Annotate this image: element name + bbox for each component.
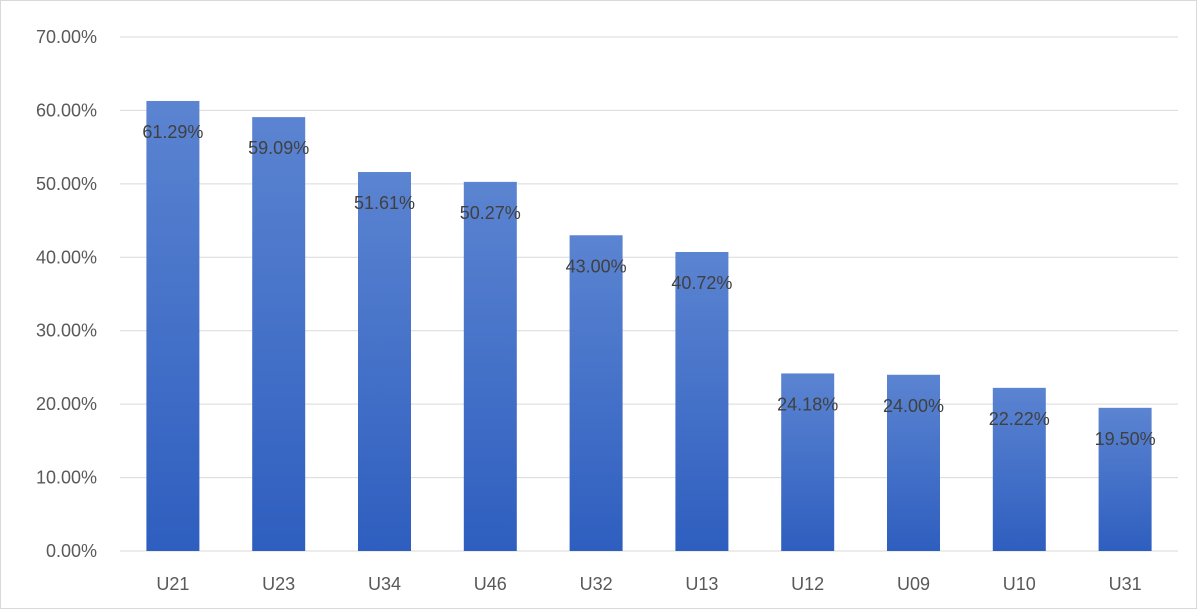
data-label: 59.09% (248, 138, 309, 158)
x-category-label: U12 (791, 574, 824, 594)
y-tick-label: 10.00% (36, 468, 97, 488)
bar-u21 (146, 100, 200, 551)
x-category-label: U21 (156, 574, 189, 594)
bar-u09 (887, 374, 940, 551)
x-category-label: U31 (1109, 574, 1142, 594)
x-category-label: U09 (897, 574, 930, 594)
bar-u12 (781, 373, 835, 551)
data-label: 51.61% (354, 193, 415, 213)
data-label: 50.27% (460, 203, 521, 223)
y-tick-label: 60.00% (36, 100, 97, 120)
data-label: 43.00% (566, 256, 627, 276)
x-category-label: U23 (262, 574, 295, 594)
bar-u34 (358, 172, 411, 551)
bar-u31 (1098, 407, 1152, 551)
bar-u23 (252, 117, 306, 552)
bar-u13 (675, 251, 729, 552)
data-label: 40.72% (671, 273, 732, 293)
x-category-label: U10 (1003, 574, 1036, 594)
data-label: 24.00% (883, 396, 944, 416)
data-label: 22.22% (989, 409, 1050, 429)
x-category-label: U13 (685, 574, 718, 594)
y-tick-label: 40.00% (36, 247, 97, 267)
y-tick-label: 70.00% (36, 27, 97, 47)
x-category-label: U46 (474, 574, 507, 594)
bar-u46 (463, 181, 517, 551)
y-tick-label: 30.00% (36, 321, 97, 341)
x-category-label: U32 (580, 574, 613, 594)
y-tick-label: 50.00% (36, 174, 97, 194)
data-labels: 61.29% 59.09% 51.61% 50.27% 43.00% 40.72% 24.1… (142, 122, 1155, 449)
x-category-label: U34 (368, 574, 401, 594)
x-axis-category-labels: U21 U23 U34 U46 U32 U13 U12 U09 U10 U31 (156, 574, 1141, 594)
y-axis-tick-labels: 0.00% 10.00% 20.00% 30.00% 40.00% 50.00% 60.00… (36, 27, 97, 561)
y-tick-label: 20.00% (36, 394, 97, 414)
data-label: 19.50% (1095, 429, 1156, 449)
bars (146, 100, 1152, 552)
bar-u32 (569, 235, 623, 551)
data-label: 61.29% (142, 122, 203, 142)
y-tick-label: 0.00% (46, 541, 97, 561)
data-label: 24.18% (777, 394, 838, 414)
bar-u10 (992, 387, 1046, 551)
